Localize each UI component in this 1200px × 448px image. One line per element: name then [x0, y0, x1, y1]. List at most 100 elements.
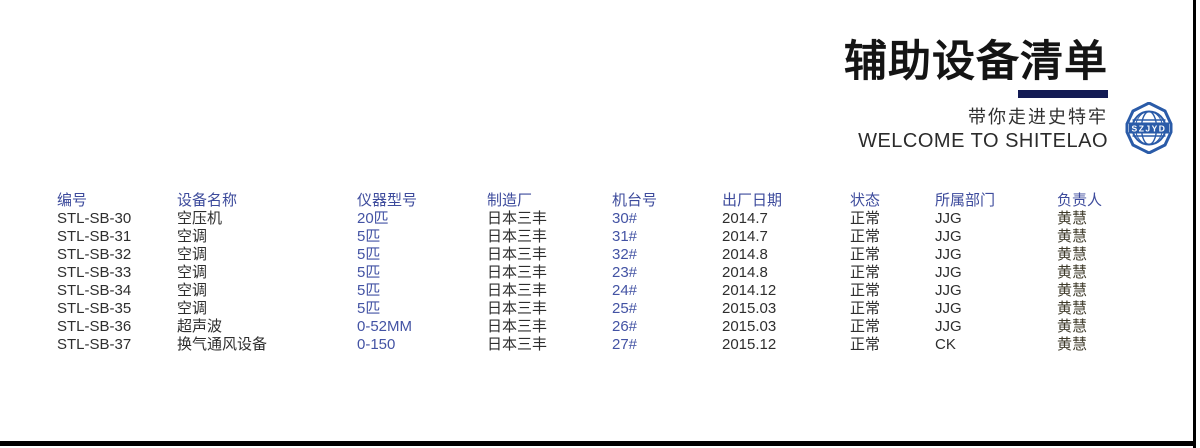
cell-maker: 日本三丰: [487, 282, 548, 299]
equipment-table: 编号 设备名称 仪器型号 制造厂 机台号 出厂日期 状态 所属部门 负责人 STL-SB-30 空…: [57, 192, 1157, 354]
cell-id: STL-SB-32: [57, 246, 132, 263]
cell-machine: 26#: [612, 318, 638, 335]
cell-maker: 日本三丰: [487, 246, 548, 263]
column-header-machine: 机台号: [612, 192, 658, 209]
cell-date: 2014.8: [722, 246, 768, 263]
cell-maker: 日本三丰: [487, 300, 548, 317]
cell-maker: 日本三丰: [487, 318, 548, 335]
table-row: STL-SB-37 换气通风设备 0-150 日本三丰 27# 2015.12 正常 CK 黄慧: [57, 336, 1157, 354]
column-header-status: 状态: [850, 192, 881, 209]
column-header-maker: 制造厂: [487, 192, 533, 209]
column-header-date: 出厂日期: [722, 192, 783, 209]
cell-owner: 黄慧: [1057, 210, 1088, 227]
page-bottom-border: [0, 441, 1196, 446]
cell-owner: 黄慧: [1057, 282, 1088, 299]
cell-dept: JJG: [935, 210, 962, 227]
cell-status: 正常: [850, 318, 881, 335]
tagline-chinese: 带你走进史特牢: [968, 107, 1108, 128]
cell-date: 2014.7: [722, 210, 768, 227]
cell-model: 5匹: [357, 300, 381, 317]
cell-id: STL-SB-34: [57, 282, 132, 299]
table-row: STL-SB-33 空调 5匹 日本三丰 23# 2014.8 正常 JJG 黄慧: [57, 264, 1157, 282]
cell-date: 2015.03: [722, 300, 777, 317]
logo-text: SZJYD: [1132, 124, 1167, 134]
cell-name: 空调: [177, 228, 208, 245]
cell-name: 空调: [177, 282, 208, 299]
cell-dept: JJG: [935, 246, 962, 263]
cell-model: 5匹: [357, 282, 381, 299]
cell-dept: JJG: [935, 228, 962, 245]
cell-name: 空调: [177, 246, 208, 263]
cell-id: STL-SB-31: [57, 228, 132, 245]
table-row: STL-SB-35 空调 5匹 日本三丰 25# 2015.03 正常 JJG 黄慧: [57, 300, 1157, 318]
cell-owner: 黄慧: [1057, 228, 1088, 245]
table-row: STL-SB-34 空调 5匹 日本三丰 24# 2014.12 正常 JJG 黄慧: [57, 282, 1157, 300]
cell-status: 正常: [850, 300, 881, 317]
cell-machine: 25#: [612, 300, 638, 317]
cell-id: STL-SB-37: [57, 336, 132, 353]
column-header-name: 设备名称: [177, 192, 238, 209]
page-header: 辅助设备清单 带你走进史特牢 WELCOME TO SHITELAO: [844, 38, 1108, 153]
cell-date: 2015.03: [722, 318, 777, 335]
cell-date: 2014.12: [722, 282, 777, 299]
cell-id: STL-SB-33: [57, 264, 132, 281]
cell-id: STL-SB-36: [57, 318, 132, 335]
cell-machine: 32#: [612, 246, 638, 263]
column-header-id: 编号: [57, 192, 88, 209]
cell-maker: 日本三丰: [487, 336, 548, 353]
cell-date: 2014.8: [722, 264, 768, 281]
cell-machine: 30#: [612, 210, 638, 227]
cell-name: 空调: [177, 264, 208, 281]
cell-model: 5匹: [357, 264, 381, 281]
cell-owner: 黄慧: [1057, 318, 1088, 335]
cell-model: 0-52MM: [357, 318, 413, 335]
cell-date: 2015.12: [722, 336, 777, 353]
cell-name: 换气通风设备: [177, 336, 268, 353]
column-header-owner: 负责人: [1057, 192, 1103, 209]
table-row: STL-SB-32 空调 5匹 日本三丰 32# 2014.8 正常 JJG 黄慧: [57, 246, 1157, 264]
cell-machine: 24#: [612, 282, 638, 299]
cell-model: 5匹: [357, 228, 381, 245]
table-row: STL-SB-36 超声波 0-52MM 日本三丰 26# 2015.03 正常 JJG 黄慧: [57, 318, 1157, 336]
page-right-border: [1193, 0, 1196, 448]
column-header-dept: 所属部门: [935, 192, 996, 209]
table-row: STL-SB-31 空调 5匹 日本三丰 31# 2014.7 正常 JJG 黄慧: [57, 228, 1157, 246]
cell-dept: CK: [935, 336, 956, 353]
cell-status: 正常: [850, 264, 881, 281]
cell-maker: 日本三丰: [487, 228, 548, 245]
tagline-english: WELCOME TO SHITELAO: [858, 130, 1108, 153]
cell-maker: 日本三丰: [487, 264, 548, 281]
cell-name: 空调: [177, 300, 208, 317]
column-header-model: 仪器型号: [357, 192, 418, 209]
cell-owner: 黄慧: [1057, 300, 1088, 317]
cell-owner: 黄慧: [1057, 336, 1088, 353]
cell-owner: 黄慧: [1057, 246, 1088, 263]
cell-maker: 日本三丰: [487, 210, 548, 227]
cell-status: 正常: [850, 282, 881, 299]
cell-status: 正常: [850, 336, 881, 353]
cell-machine: 27#: [612, 336, 638, 353]
cell-machine: 31#: [612, 228, 638, 245]
cell-status: 正常: [850, 246, 881, 263]
cell-date: 2014.7: [722, 228, 768, 245]
cell-machine: 23#: [612, 264, 638, 281]
table-header-row: 编号 设备名称 仪器型号 制造厂 机台号 出厂日期 状态 所属部门 负责人: [57, 192, 1157, 210]
cell-model: 0-150: [357, 336, 396, 353]
cell-id: STL-SB-35: [57, 300, 132, 317]
title-underline-bar: [1018, 90, 1108, 99]
cell-name: 超声波: [177, 318, 223, 335]
cell-status: 正常: [850, 210, 881, 227]
cell-name: 空压机: [177, 210, 223, 227]
cell-dept: JJG: [935, 282, 962, 299]
cell-model: 5匹: [357, 246, 381, 263]
cell-dept: JJG: [935, 264, 962, 281]
cell-dept: JJG: [935, 318, 962, 335]
cell-owner: 黄慧: [1057, 264, 1088, 281]
cell-model: 20匹: [357, 210, 389, 227]
cell-status: 正常: [850, 228, 881, 245]
cell-dept: JJG: [935, 300, 962, 317]
table-row: STL-SB-30 空压机 20匹 日本三丰 30# 2014.7 正常 JJG 黄慧: [57, 210, 1157, 228]
company-globe-logo-icon: SZJYD: [1125, 102, 1173, 154]
cell-id: STL-SB-30: [57, 210, 132, 227]
